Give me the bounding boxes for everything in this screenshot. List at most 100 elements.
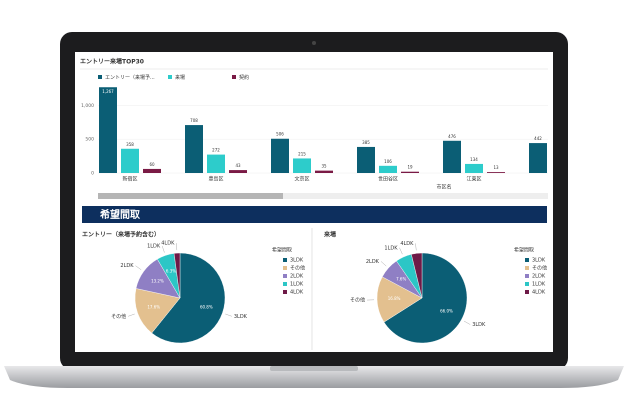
y-tick-label: 1,000: [81, 103, 94, 109]
x-tick-label: 文京区: [294, 176, 309, 183]
data-label: 13: [493, 165, 499, 170]
x-tick-label: 世田谷区: [378, 176, 398, 183]
leader-line: [399, 247, 403, 255]
legend-swatch: [232, 75, 236, 79]
data-label: 43: [235, 163, 241, 168]
data-label: 442: [534, 136, 542, 141]
legend-swatch: [525, 266, 529, 270]
data-label: 19: [407, 165, 413, 170]
data-label: 106: [384, 159, 392, 164]
bar: [315, 170, 333, 173]
slice-label: 60.8%: [200, 304, 213, 309]
legend-swatch: [525, 290, 529, 294]
data-label: 708: [190, 118, 198, 123]
bar: [143, 168, 161, 173]
legend-swatch: [283, 282, 287, 286]
leader-line: [161, 245, 165, 253]
data-label: 358: [126, 142, 134, 147]
legend-label: 3LDK: [532, 258, 546, 264]
leader-line: [128, 313, 135, 317]
slice-category: 2LDK: [366, 259, 380, 265]
data-label: 385: [362, 140, 370, 145]
pie-title: 来場: [324, 231, 336, 239]
data-label: 476: [448, 134, 456, 139]
slice-category: 3LDK: [234, 314, 248, 320]
bar: [379, 165, 397, 173]
bar: [185, 125, 203, 173]
bar: [465, 163, 483, 173]
pie-slice: [151, 252, 226, 344]
y-tick-label: 0: [91, 171, 94, 177]
legend-swatch: [525, 258, 529, 262]
slice-category: 1LDK: [147, 243, 161, 249]
bar-title: エントリー来場TOP30: [80, 58, 144, 66]
bar: [401, 171, 419, 173]
data-label: 215: [298, 151, 306, 156]
legend-label: 来場: [175, 74, 185, 81]
leader-line: [415, 243, 417, 251]
bar: [207, 154, 225, 173]
bar: [443, 140, 461, 173]
slice-category: 2LDK: [120, 263, 134, 269]
slice-label: 6.3%: [166, 269, 176, 274]
slice-category: 3LDK: [472, 322, 486, 328]
camera: [312, 41, 316, 45]
pie-slice: [383, 252, 468, 344]
legend-swatch: [283, 258, 287, 262]
legend-swatch: [168, 75, 172, 79]
bar: [121, 148, 139, 173]
laptop-base: [4, 366, 624, 388]
bar: [271, 138, 289, 173]
data-label: 35: [321, 164, 327, 169]
bar: [487, 172, 505, 173]
section-header: [82, 206, 547, 223]
legend-label: その他: [532, 265, 547, 272]
legend-label: 1LDK: [290, 282, 304, 288]
x-tick-label: 江東区: [466, 176, 481, 183]
slice-category: その他: [350, 297, 365, 304]
data-label: 1,267: [102, 89, 114, 94]
legend-swatch: [525, 274, 529, 278]
scroll-track: [98, 193, 548, 199]
pie-slice: [376, 276, 423, 323]
legend-swatch: [283, 266, 287, 270]
section-title: 希望間取: [99, 208, 141, 221]
leader-line: [225, 313, 232, 317]
legend-label: 契約: [239, 74, 249, 81]
scroll-thumb[interactable]: [98, 193, 283, 199]
data-label: 134: [470, 157, 478, 162]
bar: [357, 146, 375, 173]
leader-line: [135, 265, 142, 270]
leader-line: [463, 320, 471, 325]
slice-category: 4LDK: [400, 241, 414, 247]
plot: 新宿区 1,267 358 60 豊島区 708 272 43 文京区 506 215 35 世田谷区 3…: [99, 87, 547, 183]
pie-slice: [173, 252, 181, 299]
slice-label: 13.2%: [151, 279, 164, 284]
legend-swatch: [283, 290, 287, 294]
legend-label: 1LDK: [532, 282, 546, 288]
legend-title: 希望間取: [272, 247, 292, 254]
legend-label: 4LDK: [532, 290, 546, 296]
pie-slice: [134, 288, 181, 334]
bar: [293, 158, 311, 173]
legend-label: 2LDK: [290, 274, 304, 280]
bar: [229, 170, 247, 173]
legend-label: その他: [290, 265, 305, 272]
slice-category: その他: [111, 313, 126, 320]
data-label: 506: [276, 132, 284, 137]
legend-swatch: [98, 75, 102, 79]
notch: [270, 366, 358, 371]
legend-title: 希望間取: [514, 247, 534, 254]
x-tick-label: 新宿区: [122, 176, 137, 183]
data-label: 272: [212, 148, 220, 153]
x-tick-label: 豊島区: [208, 176, 223, 183]
legend-swatch: [283, 274, 287, 278]
bar: [99, 87, 117, 173]
data-label: 60: [149, 162, 155, 167]
slice-label: 7.6%: [396, 276, 406, 281]
legend-label: エントリー（来場予...: [105, 74, 155, 81]
legend-label: 3LDK: [290, 258, 304, 264]
legend-label: 2LDK: [532, 274, 546, 280]
slice-category: 1LDK: [384, 245, 398, 251]
